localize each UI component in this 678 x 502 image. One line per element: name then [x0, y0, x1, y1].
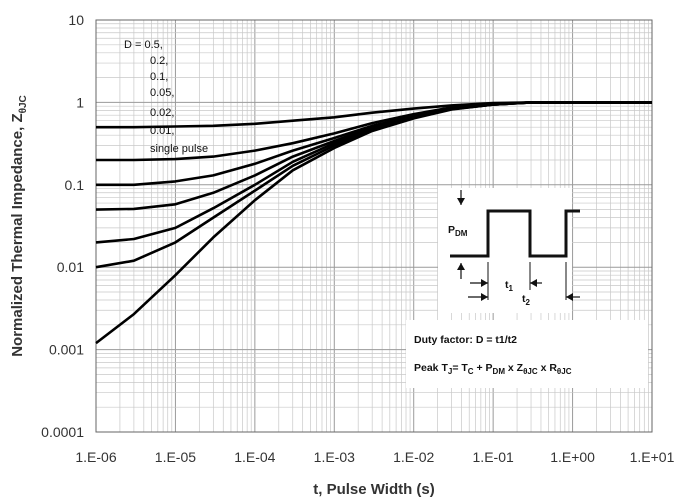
pulse-waveform	[450, 209, 580, 258]
x-tick-label: 1.E-03	[314, 449, 355, 465]
x-axis-title: t, Pulse Width (s)	[313, 481, 435, 498]
peak-times-z: x Z	[505, 362, 524, 374]
pdm-arrowhead-top	[457, 198, 465, 205]
x-tick-label: 1.E-04	[234, 449, 275, 465]
x-tick-labels: 1.E-06 1.E-05 1.E-04 1.E-03 1.E-02 1.E-01 1.E+…	[75, 449, 674, 465]
series-lines	[95, 101, 652, 345]
x-tick-label: 1.E-06	[75, 449, 116, 465]
legend: D = 0.5, 0.2, 0.1, 0.05, 0.02, 0.01, sin…	[124, 39, 208, 155]
t2-arrowhead-left	[481, 293, 488, 301]
legend-line-3: 0.05,	[150, 87, 174, 99]
peak-prefix: Peak T	[414, 362, 448, 374]
inset-formula-bg	[406, 320, 648, 388]
t2-label: t2	[522, 293, 531, 307]
y-tick-label: 0.001	[49, 342, 84, 358]
inset-waveform-bg	[438, 188, 572, 313]
peak-thjc-sub: θJC	[523, 367, 538, 376]
x-tick-label: 1.E-02	[393, 449, 434, 465]
peak-j-sub: J	[448, 367, 452, 376]
legend-line-5: 0.01,	[150, 125, 174, 137]
y-tick-label: 10	[68, 12, 84, 28]
legend-line-0: D = 0.5,	[124, 39, 163, 51]
plot-frame	[95, 19, 653, 433]
y-axis-title: Normalized Thermal Impedance, ZθJC	[9, 95, 29, 357]
peak-plus: + P	[474, 362, 493, 374]
y-tick-label: 0.1	[65, 177, 85, 193]
peak-times-r: x R	[538, 362, 558, 374]
t1-label: t1	[505, 279, 514, 293]
y-tick-labels: 0.0001 0.001 0.01 0.1 1 10	[41, 12, 84, 440]
pdm-arrowhead-bottom	[457, 263, 465, 270]
peak-dm-sub: DM	[493, 367, 506, 376]
peak-tj-formula: Peak TJ= TC + PDM x ZθJC x RθJC	[414, 362, 572, 376]
x-tick-label: 1.E+00	[550, 449, 595, 465]
x-tick-label: 1.E+01	[630, 449, 675, 465]
t1-label-main: t	[505, 279, 509, 291]
y-tick-label: 0.0001	[41, 424, 84, 440]
y-tick-label: 0.01	[57, 259, 84, 275]
legend-line-4: 0.02,	[150, 107, 174, 119]
pdm-label-main: P	[448, 224, 455, 236]
legend-line-1: 0.2,	[150, 55, 168, 67]
t2-label-main: t	[522, 293, 526, 305]
peak-c-sub: C	[468, 367, 474, 376]
legend-line-6: single pulse	[150, 143, 208, 155]
peak-thjc-sub2: θJC	[557, 367, 572, 376]
legend-line-2: 0.1,	[150, 71, 168, 83]
series-line-single-pulse	[95, 101, 652, 345]
t2-label-sub: 2	[526, 298, 531, 307]
x-tick-label: 1.E-01	[473, 449, 514, 465]
duty-cycle-inset: PDM t1 t2 Duty factor: D = t1/t2 Peak TJ…	[406, 188, 648, 388]
pdm-label-sub: DM	[455, 229, 468, 238]
y-axis-title-main: Normalized Thermal Impedance, Z	[9, 113, 26, 356]
duty-factor-label: Duty factor: D = t1/t2	[414, 334, 517, 346]
pdm-label: PDM	[448, 224, 468, 238]
y-axis-title-sub: θJC	[18, 95, 29, 113]
t1-arrowhead-left	[481, 279, 488, 287]
x-tick-label: 1.E-05	[155, 449, 196, 465]
t1-label-sub: 1	[509, 284, 514, 293]
y-tick-label: 1	[76, 94, 84, 110]
peak-eq: = T	[452, 362, 468, 374]
